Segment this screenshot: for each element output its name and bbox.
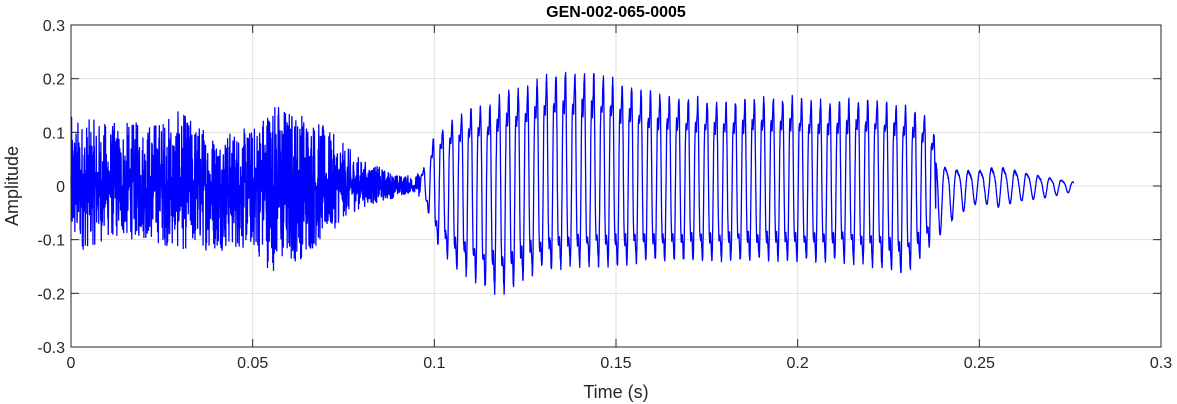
x-tick-label: 0.2 [787,355,809,372]
y-tick-label: 0.3 [43,18,65,35]
y-tick-label: -0.2 [37,286,65,303]
y-tick-label: -0.3 [37,340,65,357]
chart-title: GEN-002-065-0005 [546,4,686,21]
x-tick-label: 0.15 [600,355,631,372]
y-tick-label: -0.1 [37,233,65,250]
tick-labels: 0 0.05 0.1 0.15 0.2 0.25 0.3 -0.3 -0.2 -0.1 0 0.1 0.… [37,18,1172,372]
y-tick-label: 0.1 [43,125,65,142]
x-axis-label: Time (s) [583,382,648,402]
x-tick-label: 0.3 [1150,355,1172,372]
x-tick-label: 0 [67,355,76,372]
series-layer [70,71,1075,295]
plot-frame [70,24,1162,348]
x-tick-label: 0.05 [237,355,268,372]
x-tick-label: 0.1 [423,355,445,372]
x-tick-label: 0.25 [964,355,995,372]
y-tick-label: 0.2 [43,72,65,89]
waveform-line [70,71,1075,295]
y-axis-label: Amplitude [2,146,22,226]
y-tick-label: 0 [56,179,65,196]
